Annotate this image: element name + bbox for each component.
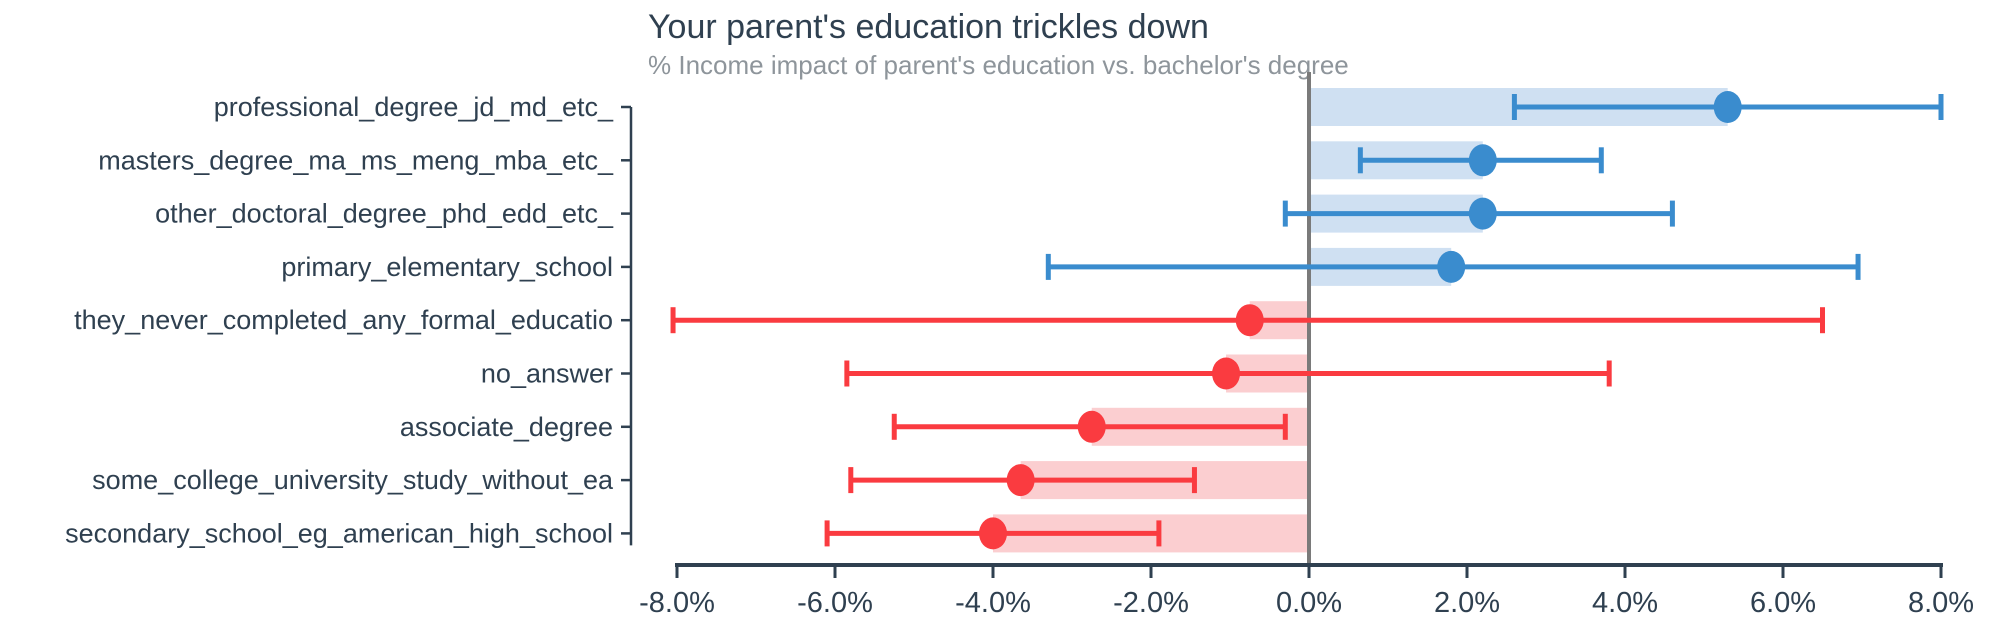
- estimate-dot: [1468, 144, 1497, 177]
- x-axis-tick-label: -4.0%: [955, 587, 1031, 619]
- x-axis-tick-label: -8.0%: [639, 587, 715, 619]
- y-axis-label: some_college_university_study_without_ea: [92, 465, 614, 495]
- estimate-dot: [979, 517, 1007, 550]
- y-axis-label: no_answer: [481, 359, 613, 389]
- x-axis-tick-label: 8.0%: [1908, 587, 1974, 619]
- chart-subtitle: % Income impact of parent's education vs…: [648, 50, 1349, 80]
- x-axis-tick-label: 2.0%: [1434, 587, 1500, 619]
- estimate-dot: [1235, 304, 1264, 337]
- x-axis-tick-label: -2.0%: [1113, 587, 1189, 619]
- x-axis-tick-label: 4.0%: [1592, 587, 1658, 619]
- estimate-dot: [1468, 197, 1497, 230]
- y-axis-label: they_never_completed_any_formal_educatio: [74, 305, 613, 335]
- estimate-dot: [1006, 464, 1035, 497]
- y-axis-label: associate_degree: [400, 412, 613, 442]
- y-axis-label: professional_degree_jd_md_etc_: [214, 92, 614, 122]
- estimate-dot: [1437, 250, 1466, 283]
- chart-title: Your parent's education trickles down: [648, 8, 1209, 46]
- y-axis-label: masters_degree_ma_ms_meng_mba_etc_: [98, 145, 614, 175]
- x-axis-tick-label: 6.0%: [1750, 587, 1816, 619]
- x-axis-tick-label: 0.0%: [1276, 587, 1342, 619]
- y-axis-label: secondary_school_eg_american_high_school: [65, 518, 613, 548]
- estimate-dot: [1713, 91, 1742, 123]
- x-axis-tick-label: -6.0%: [797, 587, 873, 619]
- y-axis-label: other_doctoral_degree_phd_edd_etc_: [155, 199, 614, 229]
- estimate-dot: [1077, 410, 1106, 443]
- estimate-dot: [1212, 357, 1241, 390]
- y-axis-label: primary_elementary_school: [281, 252, 613, 282]
